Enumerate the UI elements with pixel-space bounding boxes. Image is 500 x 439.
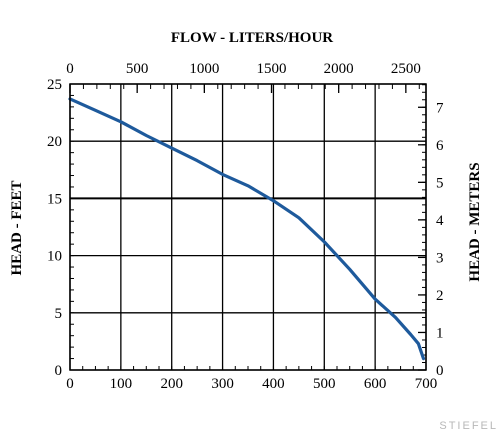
right-tick-label: 7: [436, 100, 444, 116]
left-tick-label: 25: [47, 77, 62, 93]
bottom-tick-label: 400: [262, 376, 285, 392]
right-tick-label: 3: [436, 250, 444, 266]
right-tick-label: 1: [436, 325, 444, 341]
bottom-tick-label: 700: [415, 376, 438, 392]
right-tick-label: 6: [436, 138, 444, 154]
left-axis-title: HEAD - FEET: [9, 180, 25, 275]
top-tick-label: 1500: [257, 61, 287, 77]
top-tick-label: 2500: [391, 61, 421, 77]
top-tick-label: 500: [126, 61, 149, 77]
plot-frame: [70, 84, 426, 370]
bottom-tick-label: 500: [313, 376, 336, 392]
bottom-tick-label: 600: [364, 376, 387, 392]
right-axis-title: HEAD - METERS: [467, 162, 483, 281]
right-tick-label: 2: [436, 288, 444, 304]
bottom-tick-label: 200: [160, 376, 183, 392]
top-tick-label: 2000: [324, 61, 354, 77]
bottom-axis-ticks: 0 100 200 300 400 500 600 700: [66, 376, 437, 392]
series-line: [70, 99, 424, 359]
bottom-tick-label: 0: [66, 376, 74, 392]
bottom-tick-label: 100: [110, 376, 133, 392]
series-layer: [70, 99, 424, 359]
minor-ticks: [70, 84, 426, 370]
left-tick-label: 20: [47, 134, 62, 150]
right-tick-label: 5: [436, 175, 444, 191]
top-tick-label: 1000: [189, 61, 219, 77]
bottom-tick-label: 300: [211, 376, 234, 392]
left-tick-label: 5: [55, 306, 63, 322]
top-axis-ticks: 0 500 1000 1500 2000 2500: [66, 61, 421, 93]
left-tick-label: 10: [47, 249, 62, 265]
left-tick-label: 0: [55, 363, 63, 379]
right-tick-label: 4: [436, 213, 444, 229]
right-tick-label: 0: [436, 363, 444, 379]
right-axis-ticks: 0 1 2 3 4 5 6 7: [418, 100, 444, 379]
left-axis-ticks: 0 5 10 15 20 25: [47, 77, 62, 379]
top-tick-label: 0: [66, 61, 74, 77]
watermark-logo: STIEFEL: [439, 420, 498, 432]
grid-layer: [70, 84, 426, 370]
top-axis-title: FLOW - LITERS/HOUR: [171, 30, 333, 46]
left-tick-label: 15: [47, 191, 62, 207]
